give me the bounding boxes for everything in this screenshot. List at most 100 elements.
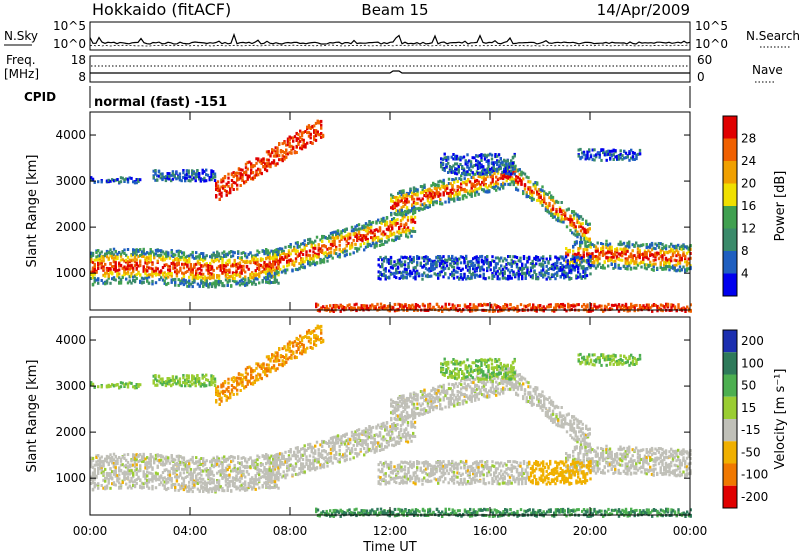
power-cell [555,200,558,204]
power-cell [226,253,229,257]
power-cell [238,256,242,260]
power-cell [361,239,364,243]
power-cell [288,151,291,155]
power-cell [459,255,463,259]
nsearch-tick-high: 10^5 [695,19,728,33]
power-cell [221,259,224,263]
power-cell [576,232,579,236]
power-cell [543,271,547,275]
power-cell [146,262,149,265]
power-cell [649,254,652,257]
power-cell [430,267,433,271]
power-cell [656,309,659,313]
power-cell [397,209,400,213]
power-cell [661,247,664,250]
power-cell [243,180,246,184]
power-cell [174,283,177,287]
power-cell [214,284,217,288]
power-cell [445,259,449,263]
power-cell [391,223,394,227]
power-cell [439,179,442,183]
power-cell [441,305,444,309]
power-cell [442,275,445,279]
power-cell [481,180,484,184]
power-cell [370,231,373,235]
power-cell [265,270,268,274]
power-cell [588,148,591,152]
power-cell [543,200,546,204]
power-cell [300,131,304,135]
power-cell [160,249,163,253]
power-cell [488,190,491,194]
power-cell [480,172,483,176]
power-cell [332,305,335,309]
power-cell [589,303,593,306]
power-cell [480,258,484,262]
power-cell [645,246,648,249]
power-cell [670,303,673,307]
power-cell [226,273,229,276]
power-cell [670,247,673,251]
power-cell [505,262,508,266]
power-cell [589,254,592,258]
power-cell [144,272,147,276]
power-cell [235,270,238,274]
power-cell [460,186,463,190]
power-cell [497,167,501,171]
power-cell [430,259,433,263]
power-cell [363,236,366,240]
power-cell [421,197,424,201]
power-cell [284,253,287,257]
power-cell [261,265,264,269]
power-cell [181,251,184,255]
power-cell [347,232,350,236]
power-cell [548,210,551,214]
power-cell [535,258,538,262]
power-cell [175,258,179,262]
power-cell [677,268,680,272]
power-cell [253,164,256,168]
power-cell [621,242,624,246]
power-cell [474,193,477,197]
power-cell [300,265,303,269]
power-cell [619,247,622,251]
power-cell [100,180,103,184]
power-cell [265,162,269,166]
power-cell [453,307,456,311]
power-cell [231,263,235,267]
power-cell [447,276,450,280]
power-cell [146,276,149,280]
power-cell [482,168,485,172]
power-cell [389,261,393,265]
power-cell [668,257,671,261]
power-cell [409,304,412,308]
power-cell [296,249,299,253]
power-cell [554,266,557,270]
power-cell [539,194,542,198]
power-cell [428,191,431,195]
power-cell [286,255,289,259]
power-cell [182,251,186,255]
power-cell [177,175,180,179]
power-cell [528,255,531,259]
power-cell [172,278,175,282]
power-cell [91,177,95,181]
power-cell [196,255,200,259]
power-cell [496,186,500,190]
power-cell [438,270,442,274]
power-cell [507,162,510,166]
power-cell [209,282,212,286]
power-cell [275,256,278,260]
power-cell [626,306,629,310]
power-cell [675,263,678,267]
power-cell [685,251,689,255]
power-cell [403,226,406,230]
power-cell [128,258,131,262]
power-cell [596,249,599,253]
power-cell [504,303,507,307]
power-cell [566,253,570,257]
power-cell [251,176,255,180]
power-cell [335,230,338,234]
power-cell [272,154,276,158]
power-cell [283,151,286,154]
